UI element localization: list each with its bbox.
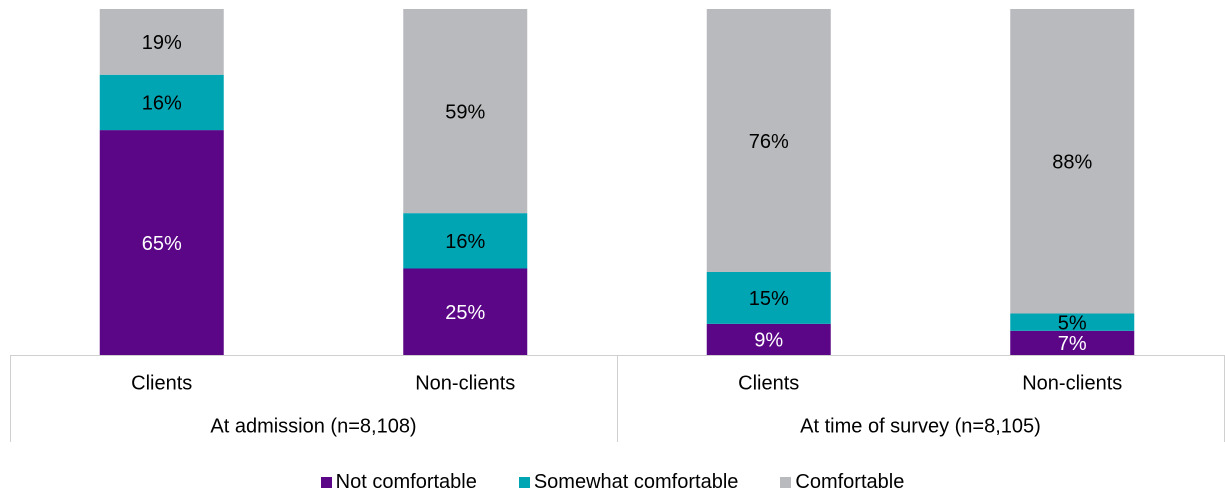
legend-label-somewhat-comfortable: Somewhat comfortable xyxy=(533,470,739,493)
legend-swatch-somewhat-comfortable xyxy=(518,476,530,488)
bar-segment-comfortable xyxy=(99,9,224,75)
legend-swatch-comfortable xyxy=(780,476,792,488)
legend-item-comfortable: Comfortable xyxy=(780,471,904,494)
data-label-comfortable: 76% xyxy=(749,131,789,153)
legend-label-not-comfortable: Not comfortable xyxy=(335,470,477,493)
data-label-not-comfortable: 65% xyxy=(142,233,182,255)
legend: Not comfortable Somewhat comfortable Com… xyxy=(0,468,1225,496)
group-label: At admission (n=8,108) xyxy=(210,415,416,437)
stacked-bar-chart: 65% 16% 19% 25% 16% 59% 9% 15% 76% 7%5% 88% Client… xyxy=(10,9,1225,442)
data-label-not-comfortable: 9% xyxy=(754,330,783,352)
bar-segment-somewhat-comfortable xyxy=(1010,313,1135,331)
bar-segment-not-comfortable xyxy=(706,323,831,355)
legend-label-comfortable: Comfortable xyxy=(795,470,905,493)
category-label: Clients xyxy=(738,372,799,394)
data-label-comfortable: 19% xyxy=(142,32,182,54)
bar-segment-comfortable xyxy=(1010,9,1135,314)
bar-segment-not-comfortable xyxy=(403,268,528,355)
bar-segment-comfortable xyxy=(403,9,528,214)
legend-item-somewhat-comfortable: Somewhat comfortable xyxy=(518,470,739,494)
bars-layer: 65% 16% 19% 25% 16% 59% 9% 15% 76% 7%5% 88% xyxy=(99,9,1135,355)
data-label-somewhat-comfortable: 15% xyxy=(749,288,789,310)
bar-segment-somewhat-comfortable xyxy=(706,271,831,324)
bar-segment-somewhat-comfortable xyxy=(99,74,224,131)
data-label-not-comfortable: 25% xyxy=(445,302,485,324)
legend-item-not-comfortable: Not comfortable xyxy=(320,470,477,494)
data-label-comfortable: 88% xyxy=(1052,152,1092,174)
data-label-somewhat-comfortable: 5% xyxy=(1058,312,1087,334)
bar-segment-not-comfortable xyxy=(1010,330,1135,355)
data-label-somewhat-comfortable: 16% xyxy=(142,93,182,115)
legend-swatch-not-comfortable xyxy=(320,476,332,488)
bar-segment-comfortable xyxy=(706,9,831,272)
data-label-somewhat-comfortable: 16% xyxy=(445,231,485,253)
category-label: Clients xyxy=(131,372,192,394)
category-label: Non-clients xyxy=(415,372,515,394)
bar-segment-somewhat-comfortable xyxy=(403,213,528,269)
group-label: At time of survey (n=8,105) xyxy=(800,415,1041,437)
bar-segment-not-comfortable xyxy=(99,130,224,355)
axes-layer: Clients Non-clients Clients Non-clients At a… xyxy=(10,355,1225,442)
category-label: Non-clients xyxy=(1022,372,1122,394)
data-label-not-comfortable: 7% xyxy=(1058,333,1087,355)
data-label-comfortable: 59% xyxy=(445,101,485,123)
